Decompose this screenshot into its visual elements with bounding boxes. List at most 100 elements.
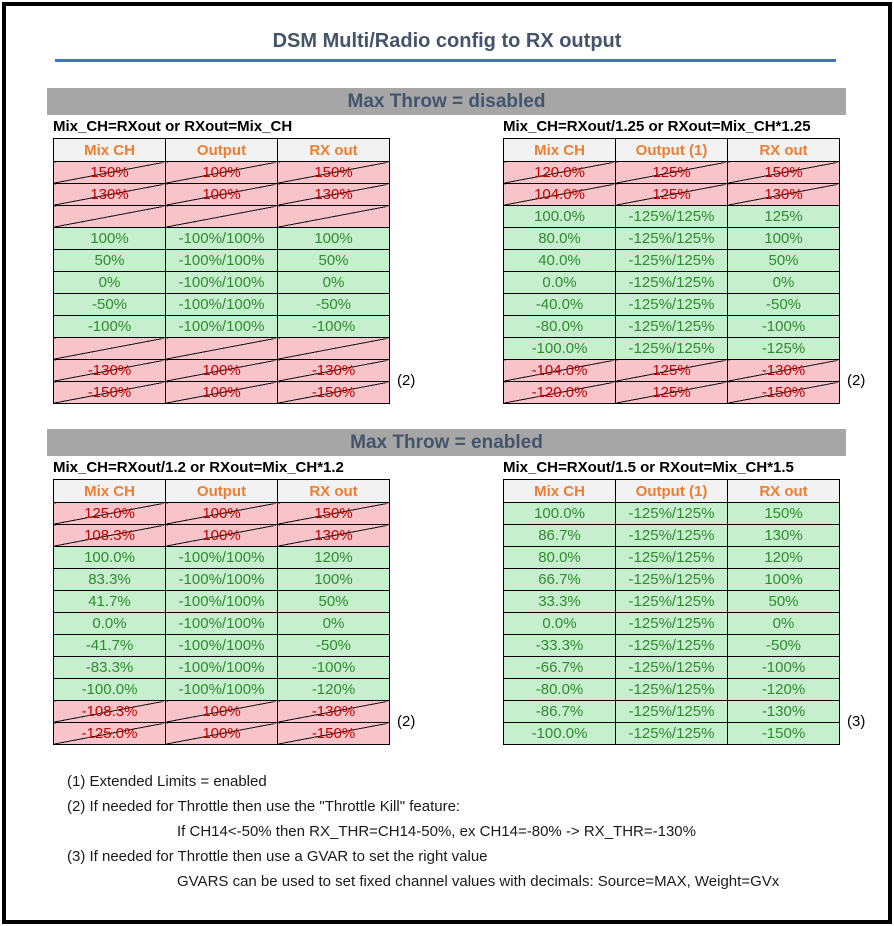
- table-cell: 40.0%: [503, 249, 616, 272]
- table-cell: -50%: [277, 293, 390, 316]
- table-row: 100.0% -125%/125% 125%: [503, 205, 840, 228]
- column-header: RX out: [727, 138, 840, 162]
- table-row: -100.0% -125%/125% -150%: [503, 722, 840, 745]
- table-cell: 41.7%: [53, 590, 166, 613]
- table-cell: -80.0%: [503, 315, 616, 338]
- table-row: -104.0% 125% -130%: [503, 359, 840, 382]
- table-cell: 0%: [727, 271, 840, 294]
- table-row: [53, 337, 390, 360]
- table-cell: 125%: [727, 205, 840, 228]
- table-wrap: Mix CH Output (1) RX out 100.0% -125%/125% 15…: [503, 479, 865, 745]
- table-cell: -100%/100%: [165, 293, 278, 316]
- table-cell: -100%: [727, 656, 840, 679]
- table-cell: -100%/100%: [165, 678, 278, 701]
- table-cell: 100%: [277, 227, 390, 250]
- table-cell: 50%: [277, 590, 390, 613]
- table-cell: [53, 205, 166, 228]
- table-cell: -125%/125%: [615, 293, 728, 316]
- column-header: RX out: [277, 479, 390, 503]
- table-cell: 100%: [165, 359, 278, 382]
- table-group-mixch-equals-rxout: Mix_CH=RXout or RXout=Mix_CH Mix CH Outpu…: [53, 117, 415, 404]
- table-cell: -125%/125%: [615, 700, 728, 723]
- table-row: 0.0% -100%/100% 0%: [53, 612, 390, 635]
- table-subtitle: Mix_CH=RXout/1.5 or RXout=Mix_CH*1.5: [503, 459, 794, 476]
- table-cell: -125%/125%: [615, 634, 728, 657]
- table-header-row: Mix CH Output (1) RX out: [503, 138, 840, 162]
- table-row: 0.0% -125%/125% 0%: [503, 612, 840, 635]
- footnote-line: (2) If needed for Throttle then use the …: [67, 798, 461, 815]
- table-cell: -150%: [727, 381, 840, 404]
- table-cell: 80.0%: [503, 546, 616, 569]
- table-cell: 0.0%: [503, 612, 616, 635]
- table-cell: -125%/125%: [615, 590, 728, 613]
- table-cell: -125%/125%: [615, 722, 728, 745]
- table-cell: 150%: [277, 502, 390, 525]
- section-max-throw-disabled: Max Throw = disabled Mix_CH=RXout or RXo…: [6, 88, 888, 404]
- page-title: DSM Multi/Radio config to RX output: [272, 30, 622, 52]
- table-cell: -100.0%: [53, 678, 166, 701]
- table-cell: 120%: [277, 546, 390, 569]
- table-cell: -130%: [727, 359, 840, 382]
- column-header: RX out: [277, 138, 390, 162]
- table-cell: -80.0%: [503, 678, 616, 701]
- table-cell: 0%: [277, 612, 390, 635]
- table-cell: 86.7%: [503, 524, 616, 547]
- section-max-throw-enabled: Max Throw = enabled Mix_CH=RXout/1.2 or …: [6, 429, 888, 745]
- footnote-line: If CH14<-50% then RX_THR=CH14-50%, ex CH…: [177, 823, 696, 840]
- table-row: -125.0% 100% -150%: [53, 722, 390, 745]
- table-row: -80.0% -125%/125% -120%: [503, 678, 840, 701]
- table-cell: -41.7%: [53, 634, 166, 657]
- table-cell: 125%: [615, 359, 728, 382]
- table-cell: [277, 337, 390, 360]
- title-underline: [55, 59, 836, 62]
- table-row: -41.7% -100%/100% -50%: [53, 634, 390, 657]
- table-cell: -50%: [727, 634, 840, 657]
- table-cell: -100%/100%: [165, 634, 278, 657]
- config-table: Mix CH Output RX out 150% 100% 150% 130% 100% 13…: [53, 138, 390, 404]
- table-row: -100% -100%/100% -100%: [53, 315, 390, 338]
- table-row: -100.0% -100%/100% -120%: [53, 678, 390, 701]
- tables-row: Mix_CH=RXout or RXout=Mix_CH Mix CH Outpu…: [53, 117, 888, 404]
- table-row: -120.0% 125% -150%: [503, 381, 840, 404]
- table-cell: 125%: [615, 381, 728, 404]
- table-cell: 130%: [53, 183, 166, 206]
- column-header: Output (1): [615, 479, 728, 503]
- table-row: [53, 205, 390, 228]
- column-header: Output (1): [615, 138, 728, 162]
- table-cell: 100%: [165, 502, 278, 525]
- table-cell: -150%: [53, 381, 166, 404]
- footnote-ref: (2): [847, 372, 866, 389]
- table-header-row: Mix CH Output RX out: [53, 138, 390, 162]
- table-cell: 100%: [165, 722, 278, 745]
- table-header-row: Mix CH Output RX out: [53, 479, 390, 503]
- table-row: 100% -100%/100% 100%: [53, 227, 390, 250]
- table-cell: 100%: [53, 227, 166, 250]
- table-cell: -100%: [277, 315, 390, 338]
- table-row: -40.0% -125%/125% -50%: [503, 293, 840, 316]
- table-row: 150% 100% 150%: [53, 161, 390, 184]
- column-header: Mix CH: [53, 138, 166, 162]
- table-row: 104.0% 125% 130%: [503, 183, 840, 206]
- table-cell: -125%/125%: [615, 524, 728, 547]
- table-cell: -120%: [277, 678, 390, 701]
- table-cell: 125%: [615, 183, 728, 206]
- table-cell: [53, 337, 166, 360]
- table-row: 80.0% -125%/125% 120%: [503, 546, 840, 569]
- table-cell: -130%: [277, 359, 390, 382]
- table-cell: -100%/100%: [165, 612, 278, 635]
- table-cell: -125%/125%: [615, 227, 728, 250]
- table-cell: -100%/100%: [165, 568, 278, 591]
- table-cell: 100.0%: [503, 205, 616, 228]
- table-cell: 130%: [727, 183, 840, 206]
- table-group-mixch-rxout-1-25: Mix_CH=RXout/1.25 or RXout=Mix_CH*1.25 M…: [503, 117, 865, 404]
- table-cell: 100%: [165, 381, 278, 404]
- table-cell: 50%: [277, 249, 390, 272]
- table-cell: -125%/125%: [615, 656, 728, 679]
- table-cell: -100.0%: [503, 722, 616, 745]
- table-cell: -120%: [727, 678, 840, 701]
- table-cell: -125%: [727, 337, 840, 360]
- table-cell: 80.0%: [503, 227, 616, 250]
- table-cell: -100%: [53, 315, 166, 338]
- table-cell: -100%/100%: [165, 315, 278, 338]
- table-cell: -125%/125%: [615, 678, 728, 701]
